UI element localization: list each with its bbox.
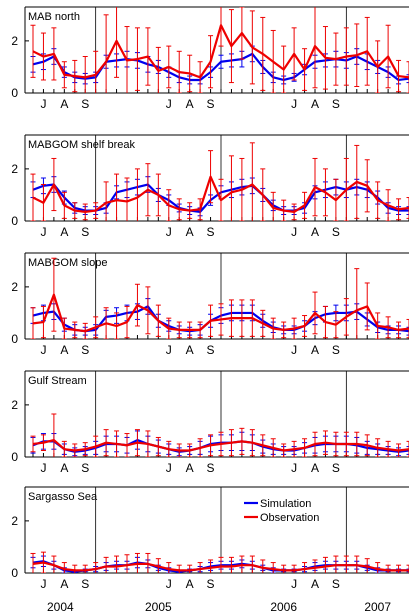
x-tick-label: S [81,461,89,475]
panel-title: Gulf Stream [28,375,87,387]
x-tick-label: J [166,461,172,475]
x-tick-label: S [332,461,340,475]
year-label: 2006 [270,600,297,613]
x-tick-label: J [166,97,172,111]
panel-title: MABGOM slope [28,257,107,269]
y-tick-label: 2 [11,398,18,412]
y-tick-label: 0 [11,214,18,228]
x-tick-label: A [311,461,319,475]
series-line [32,175,409,213]
year-label: 2005 [145,600,172,613]
x-tick-label: A [311,97,319,111]
y-tick-label: 0 [11,332,18,346]
x-tick-label: S [332,577,340,591]
year-axis-labels: 2004 2005 2006 2007 [47,600,391,613]
series-line [32,24,409,79]
series [30,413,409,457]
x-tick-label: S [207,343,215,357]
y-tick-label: 2 [11,514,18,528]
y-tick-label: 0 [11,450,18,464]
series [30,7,409,93]
y-tick-label: 0 [11,566,18,580]
x-tick-label: J [291,577,297,591]
chart-legend: Simulation Observation [244,498,319,524]
panel-title: MABGOM shelf break [28,139,135,151]
x-tick-label: J [291,461,297,475]
x-tick-label: A [186,97,194,111]
x-tick-label: A [311,577,319,591]
x-tick-label: A [186,343,194,357]
series [30,45,409,85]
plot-area [30,413,409,457]
x-tick-label: J [40,225,46,239]
plot-area [30,551,409,573]
y-tick-label: 2 [11,280,18,294]
series [30,551,409,573]
x-tick-label: J [166,577,172,591]
x-tick-label: S [207,577,215,591]
x-tick-label: S [332,225,340,239]
x-tick-label: S [332,97,340,111]
plot-area [30,257,409,339]
series-line [32,438,409,452]
x-tick-label: S [332,343,340,357]
year-label: 2007 [364,600,391,613]
x-tick-label: A [60,225,68,239]
series-line [32,293,409,333]
x-tick-label: A [60,97,68,111]
x-tick-label: A [186,577,194,591]
x-tick-label: S [207,97,215,111]
series [30,257,409,339]
y-tick-label: 2 [11,34,18,48]
x-tick-label: J [40,461,46,475]
x-tick-label: J [166,343,172,357]
y-tick-label: 0 [11,86,18,100]
x-tick-label: J [40,343,46,357]
x-tick-label: S [81,97,89,111]
x-tick-label: S [81,577,89,591]
x-tick-label: A [60,577,68,591]
year-label: 2004 [47,600,74,613]
panel-title: Sargasso Sea [28,491,98,503]
x-tick-label: A [186,225,194,239]
series-line [32,561,409,572]
x-tick-label: J [40,97,46,111]
x-tick-label: A [186,461,194,475]
series [30,142,409,221]
x-tick-label: S [207,461,215,475]
y-tick-label: 2 [11,162,18,176]
x-tick-label: J [291,225,297,239]
x-tick-label: J [166,225,172,239]
x-tick-label: J [291,97,297,111]
x-tick-label: A [311,225,319,239]
plot-area [30,7,409,93]
x-tick-label: J [291,343,297,357]
x-tick-label: J [40,577,46,591]
legend-label: Simulation [260,498,311,510]
x-tick-label: A [60,343,68,357]
x-tick-label: S [207,225,215,239]
x-tick-label: A [311,343,319,357]
plot-area [30,142,409,221]
legend-label: Observation [260,512,319,524]
x-tick-label: S [81,225,89,239]
x-tick-label: A [60,461,68,475]
x-tick-label: S [81,343,89,357]
panel-title: MAB north [28,11,80,23]
